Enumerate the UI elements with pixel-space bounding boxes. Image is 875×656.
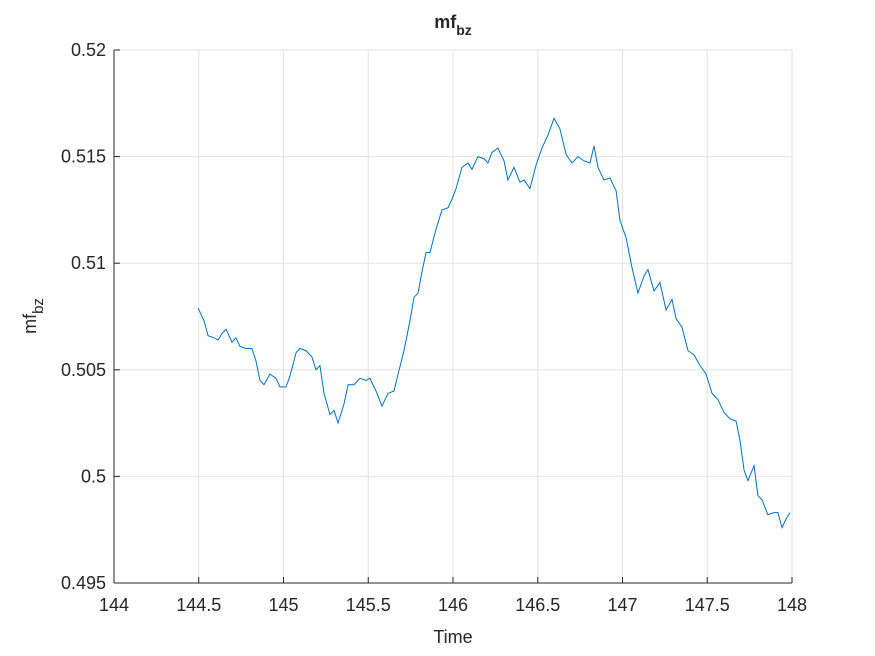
x-tick-label: 145.5 (346, 595, 391, 615)
y-axis-label: mfbz (20, 298, 47, 334)
title-subscript: bz (456, 22, 472, 38)
title-main: mf (434, 12, 457, 32)
x-tick-label: 146 (438, 595, 468, 615)
x-tick-label: 145 (268, 595, 298, 615)
x-tick-label: 144.5 (176, 595, 221, 615)
y-tick-label: 0.51 (71, 253, 106, 273)
x-tick-label: 144 (99, 595, 129, 615)
chart-title: mfbz (434, 12, 472, 38)
x-tick-label: 148 (777, 595, 807, 615)
y-tick-label: 0.505 (61, 360, 106, 380)
data-line (197, 117, 791, 530)
x-tick-label: 146.5 (515, 595, 560, 615)
axes-box (113, 50, 792, 584)
ylabel-main: mf (20, 313, 40, 334)
ylabel-subscript: bz (30, 298, 47, 314)
y-tick-label: 0.495 (61, 573, 106, 593)
x-tick-label: 147.5 (685, 595, 730, 615)
y-tick-label: 0.5 (81, 466, 106, 486)
x-axis-label: Time (433, 627, 472, 647)
x-tick-label: 147 (607, 595, 637, 615)
y-tick-label: 0.52 (71, 40, 106, 60)
y-tick-label: 0.515 (61, 147, 106, 167)
